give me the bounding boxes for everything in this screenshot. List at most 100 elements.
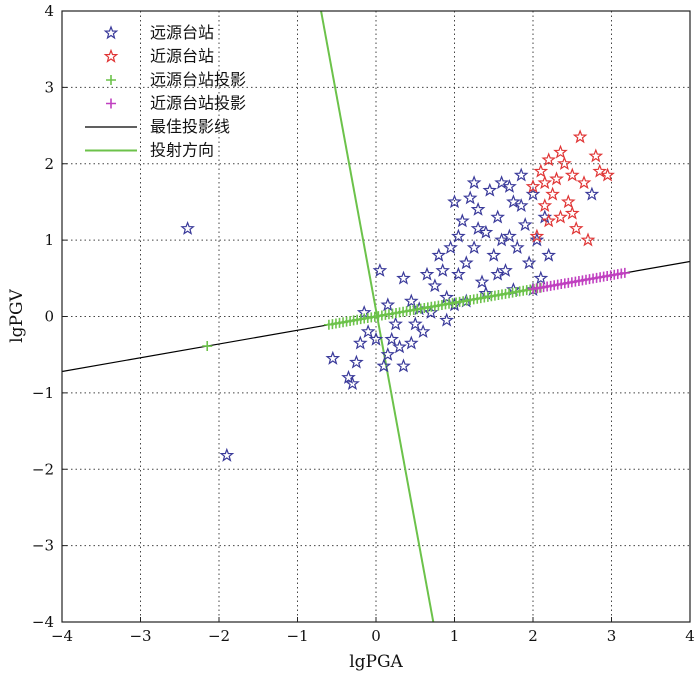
far-station-point bbox=[513, 167, 529, 182]
y-tick-label: −4 bbox=[32, 613, 54, 631]
legend-item: 最佳投影线 bbox=[85, 117, 230, 136]
legend-star-icon bbox=[103, 25, 119, 40]
far-station-point bbox=[478, 285, 494, 300]
near-station-point bbox=[557, 156, 572, 170]
x-axis-label: lgPGA bbox=[349, 652, 403, 672]
far-station-point bbox=[415, 324, 431, 338]
far-station-point bbox=[396, 270, 411, 285]
legend-star-icon bbox=[103, 48, 119, 63]
y-tick-label: 0 bbox=[44, 308, 54, 326]
x-tick-label: 0 bbox=[371, 627, 381, 645]
far-station-point bbox=[439, 312, 455, 327]
far-station-point bbox=[509, 240, 525, 254]
x-tick-label: −1 bbox=[286, 627, 308, 645]
legend-label: 最佳投影线 bbox=[150, 117, 230, 136]
near-station-point bbox=[564, 167, 580, 182]
near-station-point bbox=[564, 205, 580, 220]
near-station-point bbox=[568, 221, 584, 235]
far-station-point bbox=[470, 201, 486, 216]
far-station-point bbox=[380, 297, 396, 312]
far-station-point bbox=[435, 263, 450, 277]
near-station-point bbox=[600, 167, 615, 182]
near-station-point bbox=[580, 232, 596, 247]
far-projection-point bbox=[202, 341, 213, 352]
far-station-point bbox=[396, 358, 411, 373]
y-axis-ticks: −4 −3 −2 −1 0 1 2 3 4 bbox=[32, 2, 67, 631]
legend-plus-icon bbox=[106, 98, 116, 109]
x-tick-label: 3 bbox=[607, 627, 617, 645]
x-tick-label: −4 bbox=[51, 627, 73, 645]
far-station-point bbox=[180, 221, 195, 235]
far-station-point bbox=[458, 255, 474, 270]
far-station-point bbox=[482, 182, 498, 197]
near-station-point bbox=[537, 198, 553, 212]
far-station-point bbox=[341, 369, 356, 384]
near-station-point bbox=[553, 144, 568, 159]
legend-label: 近源台站 bbox=[150, 47, 214, 66]
far-station-point bbox=[498, 263, 513, 277]
legend-label: 远源台站投影 bbox=[150, 70, 246, 89]
far-station-point bbox=[384, 331, 400, 346]
legend-item: 投射方向 bbox=[85, 141, 214, 160]
near-station-point bbox=[525, 179, 541, 193]
far-station-point bbox=[439, 289, 455, 304]
near-station-point bbox=[529, 228, 545, 243]
far-station-point bbox=[407, 316, 423, 331]
far-station-point bbox=[462, 190, 478, 205]
far-station-point bbox=[368, 331, 384, 346]
far-station-point bbox=[525, 186, 541, 201]
far-station-point bbox=[372, 263, 388, 277]
far-station-point bbox=[352, 335, 368, 350]
far-station-point bbox=[427, 278, 443, 293]
far-station-point bbox=[584, 186, 600, 201]
near-station-point bbox=[537, 175, 553, 190]
far-station-point bbox=[506, 194, 521, 209]
legend-item: 远源台站投影 bbox=[106, 70, 246, 89]
far-station-point bbox=[490, 209, 506, 224]
far-station-point bbox=[494, 232, 509, 247]
near-station-point bbox=[572, 129, 588, 144]
far-station-point bbox=[360, 324, 376, 339]
x-tick-label: 1 bbox=[450, 627, 460, 645]
far-station-point bbox=[380, 347, 396, 361]
y-tick-label: −2 bbox=[32, 460, 54, 478]
near-station-point bbox=[545, 186, 560, 201]
far-station-point bbox=[502, 178, 517, 193]
y-tick-label: −3 bbox=[32, 537, 54, 555]
y-tick-label: 3 bbox=[44, 78, 54, 96]
far-station-point bbox=[521, 255, 537, 270]
legend-item: 近源台站 bbox=[103, 47, 214, 66]
y-tick-label: 4 bbox=[44, 2, 54, 20]
far-station-point bbox=[325, 350, 341, 365]
legend-label: 远源台站 bbox=[150, 23, 214, 42]
x-tick-label: 2 bbox=[528, 627, 538, 645]
x-axis-ticks: −4 −3 −2 −1 0 1 2 3 4 bbox=[51, 617, 695, 645]
far-station-point bbox=[376, 358, 392, 373]
plot-area bbox=[62, 11, 690, 622]
y-tick-label: −1 bbox=[32, 384, 54, 402]
legend-plus-icon bbox=[106, 75, 116, 85]
far-station-point bbox=[478, 224, 494, 239]
near-station-point bbox=[553, 209, 568, 224]
legend-item: 近源台站投影 bbox=[106, 94, 246, 113]
plot-marks bbox=[62, 11, 690, 622]
legend-item: 远源台站 bbox=[103, 23, 214, 42]
x-tick-label: −2 bbox=[208, 627, 230, 645]
far-station-point bbox=[392, 339, 407, 354]
near-station-point bbox=[588, 148, 604, 163]
far-station-point bbox=[451, 266, 466, 281]
near-station-point bbox=[541, 213, 557, 228]
far-station-point bbox=[502, 228, 517, 243]
near-station-point bbox=[592, 163, 607, 178]
far-station-point bbox=[388, 316, 403, 331]
near-projection-point bbox=[619, 267, 630, 278]
far-station-point bbox=[419, 266, 435, 281]
x-tick-label: 4 bbox=[685, 627, 695, 645]
legend-label: 投射方向 bbox=[150, 141, 214, 160]
far-station-point bbox=[219, 447, 235, 462]
far-station-point bbox=[490, 266, 506, 281]
far-station-point bbox=[517, 217, 533, 232]
near-station-point bbox=[560, 194, 576, 209]
